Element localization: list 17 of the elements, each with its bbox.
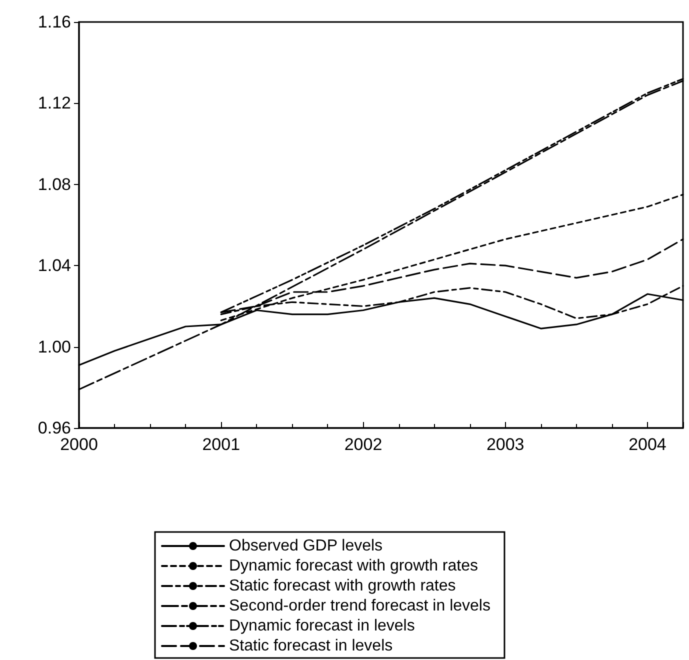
legend-label: Static forecast with growth rates	[229, 578, 456, 594]
legend-label: Second-order trend forecast in levels	[229, 598, 490, 614]
y-tick-label: 1.04	[38, 256, 71, 276]
y-tick-label: 1.12	[38, 94, 71, 113]
y-tick-label: 1.00	[38, 337, 71, 356]
legend-label: Observed GDP levels	[229, 538, 383, 554]
x-tick-label: 2000	[60, 435, 98, 454]
legend-label: Static forecast in levels	[229, 638, 393, 654]
y-tick-label: 0.96	[38, 418, 71, 438]
y-tick-label: 1.16	[38, 12, 71, 32]
legend-label: Dynamic forecast with growth rates	[229, 558, 478, 574]
x-tick-label: 2002	[344, 435, 382, 454]
x-tick-label: 2003	[486, 435, 524, 454]
legend-label: Dynamic forecast in levels	[229, 618, 415, 634]
x-tick-label: 2001	[202, 435, 240, 454]
y-tick-label: 1.08	[38, 174, 71, 194]
x-tick-label: 2004	[628, 435, 666, 454]
